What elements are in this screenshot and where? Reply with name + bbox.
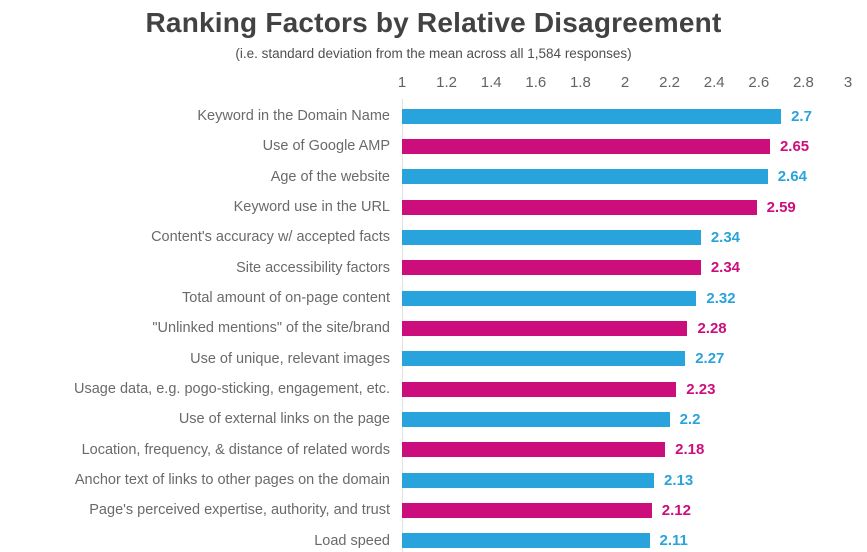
- bar-row: Anchor text of links to other pages on t…: [0, 465, 867, 495]
- value-label: 2.18: [675, 441, 705, 459]
- bar: [402, 442, 666, 458]
- category-label: Keyword in the Domain Name: [197, 108, 390, 125]
- x-axis-tick-label: 3: [843, 74, 853, 91]
- category-label: Keyword use in the URL: [233, 199, 390, 216]
- bar: [402, 411, 670, 427]
- x-axis-tick-label: 1.4: [480, 74, 502, 91]
- bar: [402, 320, 688, 336]
- bar: [402, 138, 770, 154]
- x-axis-tick-label: 1.6: [525, 74, 547, 91]
- category-label: Load speed: [314, 532, 390, 549]
- bar-row: Use of unique, relevant images 2.27: [0, 344, 867, 374]
- value-label: 2.7: [791, 107, 812, 125]
- category-label: Usage data, e.g. pogo-sticking, engageme…: [74, 381, 390, 398]
- bar: [402, 199, 757, 215]
- value-label: 2.34: [710, 259, 741, 277]
- x-axis-tick-label: 1: [397, 74, 407, 91]
- category-label: Anchor text of links to other pages on t…: [74, 472, 390, 489]
- bar-row: Total amount of on-page content 2.32: [0, 283, 867, 313]
- value-label: 2.11: [659, 532, 688, 550]
- value-label: 2.64: [777, 168, 807, 186]
- chart-subtitle: (i.e. standard deviation from the mean a…: [235, 46, 632, 61]
- bar-row: Site accessibility factors 2.34: [0, 253, 867, 283]
- bar-row: Age of the website 2.64: [0, 162, 867, 192]
- bar: [402, 533, 650, 549]
- bar-row: Keyword in the Domain Name 2.7: [0, 101, 867, 131]
- bar-row: Use of Google AMP 2.65: [0, 131, 867, 161]
- bar: [402, 260, 701, 276]
- x-axis-tick-label: 1.2: [436, 74, 458, 91]
- bar: [402, 351, 686, 367]
- category-label: Page's perceived expertise, authority, a…: [89, 502, 390, 519]
- x-axis-tick-label: 2.6: [748, 74, 770, 91]
- bar: [402, 108, 782, 124]
- value-label: 2.59: [766, 198, 796, 216]
- bar: [402, 472, 654, 488]
- bar: [402, 229, 701, 245]
- category-label: Use of Google AMP: [262, 138, 390, 155]
- value-label: 2.13: [663, 471, 694, 489]
- bar: [402, 169, 768, 185]
- bar-row: "Unlinked mentions" of the site/brand 2.2…: [0, 313, 867, 343]
- value-label: 2.23: [686, 380, 716, 398]
- bar: [402, 502, 652, 518]
- bar-row: Use of external links on the page 2.2: [0, 404, 867, 434]
- value-label: 2.65: [779, 137, 810, 155]
- bar-row: Load speed 2.11: [0, 526, 867, 552]
- x-axis-tick-label: 2: [620, 74, 630, 91]
- bar-row: Content's accuracy w/ accepted facts 2.34: [0, 222, 867, 252]
- bar: [402, 290, 697, 306]
- chart-title: Ranking Factors by Relative Disagreement: [145, 7, 722, 38]
- bar-row: Keyword use in the URL 2.59: [0, 192, 867, 222]
- category-label: Location, frequency, & distance of relat…: [81, 441, 390, 458]
- bar-row: Page's perceived expertise, authority, a…: [0, 495, 867, 525]
- bar-row: Location, frequency, & distance of relat…: [0, 435, 867, 465]
- value-label: 2.12: [661, 501, 691, 519]
- category-label: Site accessibility factors: [236, 259, 390, 276]
- category-label: "Unlinked mentions" of the site/brand: [152, 320, 390, 337]
- value-label: 2.27: [695, 350, 725, 368]
- bar: [402, 381, 677, 397]
- category-label: Content's accuracy w/ accepted facts: [151, 229, 390, 246]
- x-axis-tick-label: 2.8: [792, 74, 814, 91]
- x-axis-tick-label: 2.2: [659, 74, 681, 91]
- category-label: Total amount of on-page content: [182, 290, 390, 307]
- x-axis: 1 1.2 1.4 1.6 1.8 2 2.2 2.4 2.6 2.8 3: [398, 74, 852, 96]
- value-label: 2.28: [697, 319, 727, 337]
- category-label: Age of the website: [270, 168, 390, 185]
- value-label: 2.2: [679, 410, 701, 428]
- value-label: 2.32: [706, 289, 736, 307]
- category-label: Use of external links on the page: [178, 411, 390, 428]
- value-label: 2.34: [710, 228, 741, 246]
- x-axis-tick-label: 2.4: [703, 74, 725, 91]
- x-axis-tick-label: 1.8: [569, 74, 591, 91]
- category-label: Use of unique, relevant images: [190, 350, 390, 367]
- bar-row: Usage data, e.g. pogo-sticking, engageme…: [0, 374, 867, 404]
